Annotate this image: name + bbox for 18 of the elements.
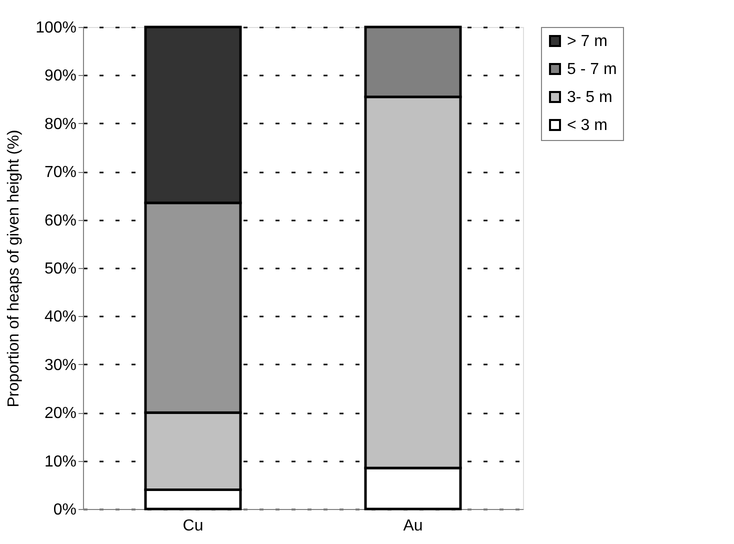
y-tick-label: 90% [44, 68, 76, 85]
y-tick-label: 10% [44, 453, 76, 470]
legend-label: > 7 m [567, 33, 608, 50]
y-tick-label: 0% [53, 502, 76, 518]
y-axis-title: Proportion of heaps of given height (%) [6, 130, 23, 408]
y-tick-label: 40% [44, 308, 76, 326]
legend-label: < 3 m [567, 117, 608, 134]
legend-label: 3- 5 m [567, 89, 612, 106]
legend-label: 5 - 7 m [567, 61, 617, 78]
x-tick-label: Cu [182, 518, 204, 534]
y-tick-label: 20% [44, 405, 76, 422]
y-tick-label: 30% [44, 356, 76, 374]
y-tick-label: 100% [36, 20, 76, 36]
y-tick-label: 50% [44, 260, 76, 278]
y-tick-label: 60% [44, 212, 76, 230]
y-tick-label: 80% [44, 116, 76, 133]
y-tick-label: 70% [44, 164, 76, 182]
x-tick-label: Au [403, 518, 423, 534]
